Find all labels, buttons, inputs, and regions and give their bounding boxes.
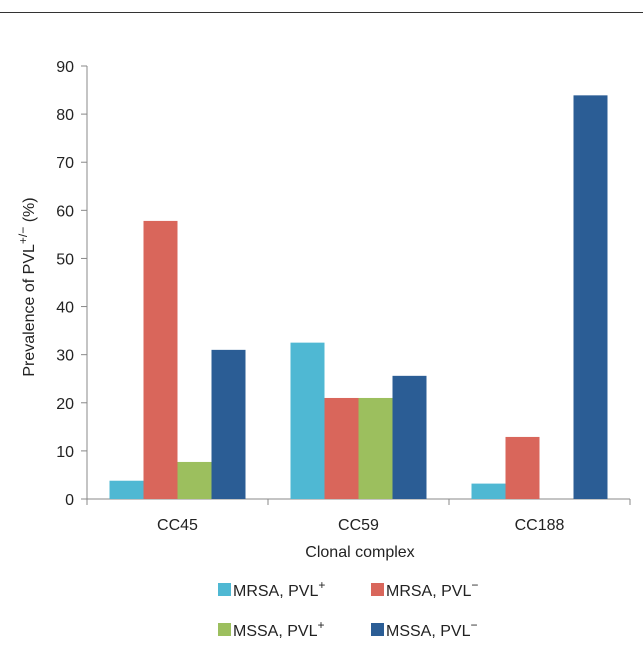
legend-swatch: [371, 583, 384, 596]
bar: [290, 342, 325, 499]
legend-item: MRSA, PVL+: [218, 578, 325, 600]
y-tick-label: 30: [56, 348, 74, 365]
legend-swatch: [371, 623, 384, 636]
bar: [505, 436, 540, 499]
y-tick-label: 20: [56, 396, 74, 413]
x-axis-title: Clonal complex: [305, 544, 414, 561]
legend-item: MSSA, PVL+: [218, 618, 325, 640]
y-axis: 0 10 20 30 40 50 60 70 80 90: [56, 59, 88, 509]
x-tick-label: CC59: [338, 517, 379, 534]
bar: [471, 483, 506, 499]
y-axis-title: Prevalence of PVL+/− (%): [16, 197, 38, 376]
y-tick-label: 10: [56, 444, 74, 461]
bar: [211, 349, 246, 499]
legend-label: MRSA, PVL+: [233, 578, 325, 600]
legend-label: MSSA, PVL−: [386, 618, 478, 640]
bar: [177, 461, 212, 499]
bar: [109, 480, 144, 499]
x-tick-label: CC188: [515, 517, 565, 534]
legend-item: MSSA, PVL−: [371, 618, 478, 640]
bar: [392, 375, 427, 499]
y-tick-label: 80: [56, 107, 74, 124]
y-tick-label: 40: [56, 300, 74, 317]
legend-swatch: [218, 583, 231, 596]
y-tick-label: 70: [56, 155, 74, 172]
bar: [324, 397, 359, 499]
bar: [143, 220, 178, 499]
y-tick-label: 90: [56, 59, 74, 76]
bar: [573, 95, 608, 499]
bars: [109, 95, 608, 499]
y-tick-label: 60: [56, 203, 74, 220]
bar: [358, 397, 393, 499]
legend-item: MRSA, PVL−: [371, 578, 478, 600]
y-tick-label: 50: [56, 251, 74, 268]
x-tick-label: CC45: [157, 517, 198, 534]
x-axis: CC45 CC59 CC188: [86, 498, 631, 534]
top-rule: [0, 12, 643, 13]
legend-swatch: [218, 623, 231, 636]
legend: MRSA, PVL+ MRSA, PVL− MSSA, PVL+ MSSA, PVL−: [218, 578, 478, 640]
legend-label: MSSA, PVL+: [233, 618, 325, 640]
y-tick-label: 0: [65, 492, 74, 509]
legend-label: MRSA, PVL−: [386, 578, 478, 600]
